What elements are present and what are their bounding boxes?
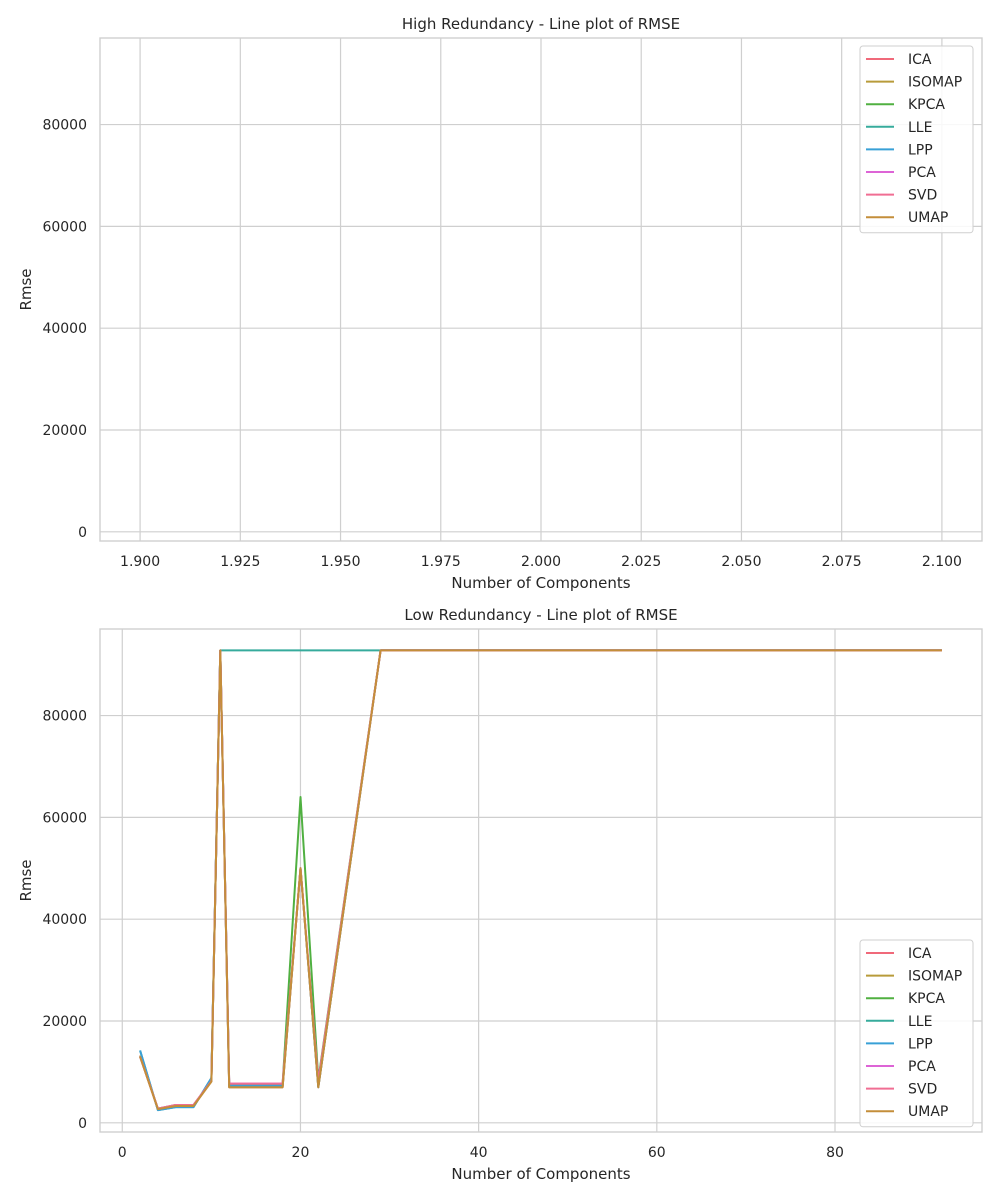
legend-label: LLE <box>908 120 932 136</box>
series-line-pca <box>139 649 942 1110</box>
y-tick-label: 80000 <box>42 118 87 134</box>
chart-low-redundancy: 0 20 40 60 80 0 20000 40000 60000 80000 Low Redund… <box>17 606 983 1183</box>
legend-label: ISOMAP <box>908 969 962 985</box>
y-tick-label: 80000 <box>42 709 87 725</box>
series-line-svd <box>139 649 942 1110</box>
chart-high-redundancy: 1.900 1.925 1.950 1.975 2.000 2.025 2.050 2.075… <box>17 15 983 592</box>
x-tick-label: 2.075 <box>822 554 862 570</box>
legend-box <box>859 939 974 1128</box>
x-tick-label: 2.000 <box>521 554 561 570</box>
x-tick-label: 2.050 <box>721 554 761 570</box>
x-axis-label: Number of Components <box>451 1165 630 1183</box>
chart-title: High Redundancy - Line plot of RMSE <box>402 15 680 33</box>
series-line-isomap <box>139 649 942 1111</box>
legend-label: LPP <box>908 142 933 158</box>
y-axis-label: Rmse <box>17 268 35 310</box>
x-tick-label: 1.925 <box>220 554 260 570</box>
legend-label: ICA <box>908 52 932 68</box>
x-tick-label: 80 <box>826 1145 844 1161</box>
legend-box <box>859 45 974 234</box>
x-tick-label: 60 <box>648 1145 666 1161</box>
legend-label: UMAP <box>908 210 948 226</box>
legend-label: PCA <box>908 1059 936 1075</box>
chart-title: Low Redundancy - Line plot of RMSE <box>404 606 677 624</box>
y-tick-label: 20000 <box>42 423 87 439</box>
y-tick-label: 60000 <box>42 810 87 826</box>
legend-label: ISOMAP <box>908 75 962 91</box>
legend-label: LLE <box>908 1014 932 1030</box>
y-tick-label: 0 <box>78 1116 87 1132</box>
series-line-ica <box>139 649 942 1111</box>
x-tick-label: 2.100 <box>922 554 962 570</box>
legend-label: KPCA <box>908 97 945 113</box>
series-line-lle <box>139 649 942 1112</box>
plot-area-frame <box>99 628 983 1133</box>
x-tick-label: 2.025 <box>621 554 661 570</box>
series-line-umap <box>139 649 942 1111</box>
legend-label: UMAP <box>908 1104 948 1120</box>
y-tick-label: 60000 <box>42 219 87 235</box>
y-tick-label: 20000 <box>42 1014 87 1030</box>
x-axis-label: Number of Components <box>451 574 630 592</box>
series-line-kpca <box>139 649 942 1110</box>
legend-label: KPCA <box>908 991 945 1007</box>
x-tick-label: 40 <box>470 1145 488 1161</box>
y-axis-label: Rmse <box>17 859 35 901</box>
series-line-lpp <box>139 649 942 1112</box>
x-tick-label: 1.975 <box>421 554 461 570</box>
x-tick-label: 20 <box>292 1145 310 1161</box>
legend-label: SVD <box>908 188 937 204</box>
x-tick-label: 1.950 <box>320 554 360 570</box>
y-tick-label: 0 <box>78 525 87 541</box>
y-tick-label: 40000 <box>42 321 87 337</box>
legend-label: LPP <box>908 1036 933 1052</box>
legend-label: SVD <box>908 1082 937 1098</box>
y-tick-label: 40000 <box>42 912 87 928</box>
legend-label: PCA <box>908 165 936 181</box>
x-tick-label: 0 <box>118 1145 127 1161</box>
plot-area-frame <box>99 37 983 542</box>
x-tick-label: 1.900 <box>120 554 160 570</box>
legend-label: ICA <box>908 946 932 962</box>
